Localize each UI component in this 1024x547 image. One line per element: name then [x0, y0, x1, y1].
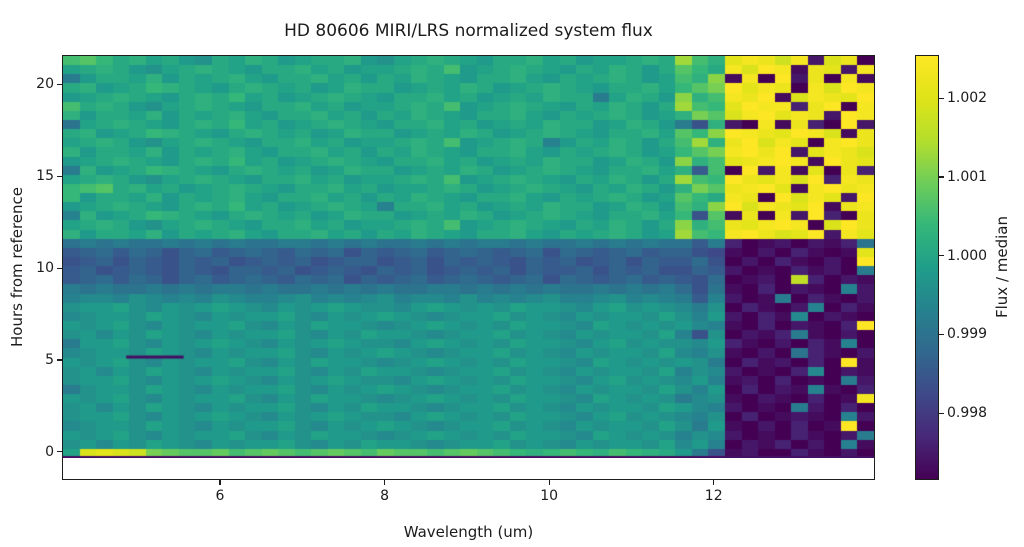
y-tick-mark — [57, 451, 62, 453]
y-tick-label: 20 — [36, 76, 54, 93]
colorbar-tick-label: 1.000 — [947, 247, 988, 264]
x-tick-label: 8 — [380, 488, 390, 504]
colorbar-tick-label: 1.001 — [947, 168, 988, 185]
y-tick-mark — [57, 83, 62, 85]
y-tick-label: 0 — [45, 443, 54, 460]
colorbar-tick-mark — [939, 412, 944, 414]
colorbar — [915, 55, 939, 480]
colorbar-label: Flux / median — [993, 216, 1011, 318]
x-tick-label: 6 — [215, 488, 225, 504]
plot-area — [62, 55, 875, 480]
x-tick-mark — [219, 480, 221, 485]
heatmap-canvas — [63, 56, 874, 458]
x-tick-mark — [713, 480, 715, 485]
y-tick-label: 10 — [36, 260, 54, 277]
y-tick-label: 5 — [45, 352, 54, 368]
colorbar-tick-mark — [939, 255, 944, 257]
colorbar-tick-label: 0.999 — [947, 326, 988, 343]
colorbar-tick-label: 0.998 — [947, 405, 988, 422]
y-tick-mark — [57, 359, 62, 361]
chart-title: HD 80606 MIRI/LRS normalized system flux — [284, 21, 653, 41]
y-tick-mark — [57, 267, 62, 269]
y-tick-mark — [57, 175, 62, 177]
colorbar-tick-mark — [939, 333, 944, 335]
x-tick-mark — [383, 480, 386, 485]
x-tick-label: 10 — [540, 488, 559, 504]
y-tick-label: 15 — [36, 168, 54, 185]
x-tick-mark — [548, 480, 550, 485]
x-axis-label: Wavelength (um) — [403, 523, 534, 541]
colorbar-tick-mark — [939, 176, 944, 178]
colorbar-tick-label: 1.002 — [947, 90, 988, 107]
x-tick-label: 12 — [704, 488, 723, 504]
colorbar-tick-mark — [939, 97, 944, 99]
